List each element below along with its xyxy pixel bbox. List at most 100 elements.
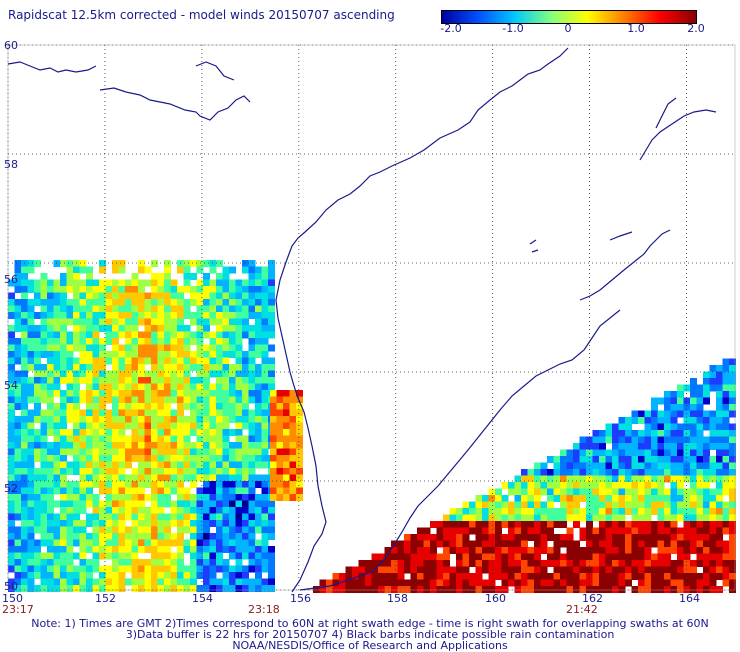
- wind-cell: [514, 547, 522, 554]
- wind-cell: [131, 377, 139, 384]
- wind-cell: [423, 540, 431, 548]
- wind-cell: [40, 552, 48, 560]
- wind-cell: [40, 455, 48, 462]
- wind-cell: [586, 488, 593, 496]
- wind-cell: [125, 539, 132, 547]
- wind-cell: [92, 292, 100, 300]
- wind-cell: [592, 475, 600, 483]
- wind-cell: [270, 409, 277, 417]
- wind-cell: [53, 260, 61, 267]
- wind-cell: [203, 325, 210, 332]
- wind-cell: [242, 396, 249, 404]
- wind-cell: [40, 422, 48, 430]
- wind-cell: [47, 416, 54, 423]
- wind-cell: [527, 573, 535, 580]
- wind-cell: [138, 370, 145, 378]
- wind-cell: [216, 455, 223, 462]
- wind-cell: [469, 508, 476, 515]
- wind-cell: [540, 566, 548, 574]
- wind-swath-cells: [8, 260, 736, 593]
- wind-cell: [53, 461, 61, 469]
- wind-cell: [164, 351, 171, 358]
- wind-cell: [79, 552, 87, 560]
- wind-cell: [443, 579, 450, 587]
- wind-cell: [560, 501, 567, 509]
- wind-cell: [92, 435, 100, 443]
- wind-cell: [151, 292, 158, 300]
- wind-cell: [651, 527, 658, 535]
- wind-cell: [566, 573, 574, 580]
- wind-cell: [618, 586, 626, 593]
- wind-cell: [443, 547, 450, 554]
- wind-cell: [79, 455, 87, 462]
- wind-cell: [105, 474, 113, 482]
- wind-cell: [716, 521, 723, 528]
- wind-cell: [289, 390, 297, 397]
- wind-cell: [469, 560, 476, 567]
- wind-cell: [66, 344, 74, 352]
- wind-cell: [112, 403, 119, 410]
- wind-cell: [255, 305, 262, 313]
- wind-cell: [131, 494, 139, 501]
- wind-cell: [690, 508, 697, 515]
- wind-cell: [66, 370, 74, 378]
- wind-cell: [283, 494, 290, 501]
- wind-cell: [170, 539, 178, 547]
- wind-cell: [21, 539, 28, 547]
- wind-cell: [99, 565, 106, 573]
- wind-cell: [144, 331, 152, 339]
- wind-cell: [209, 364, 217, 371]
- wind-cell: [27, 325, 35, 332]
- wind-cell: [112, 500, 119, 508]
- wind-cell: [73, 487, 80, 495]
- wind-cell: [469, 514, 476, 522]
- wind-cell: [677, 410, 684, 418]
- lat-label: 60: [4, 39, 18, 52]
- wind-cell: [131, 435, 139, 443]
- wind-cell: [417, 586, 424, 593]
- wind-cell: [664, 449, 671, 457]
- wind-cell: [73, 318, 80, 326]
- wind-cell: [475, 540, 483, 548]
- wind-cell: [125, 299, 132, 306]
- wind-cell: [209, 565, 217, 573]
- wind-cell: [696, 508, 704, 515]
- wind-cell: [8, 429, 15, 436]
- wind-cell: [592, 586, 600, 593]
- wind-cell: [73, 565, 80, 573]
- wind-cell: [644, 482, 652, 489]
- wind-cell: [229, 312, 236, 319]
- wind-cell: [276, 448, 284, 456]
- wind-cell: [203, 487, 210, 495]
- wind-cell: [638, 436, 645, 444]
- wind-cell: [66, 279, 74, 287]
- wind-cell: [657, 410, 665, 418]
- wind-cell: [729, 508, 736, 515]
- wind-cell: [157, 273, 165, 280]
- wind-cell: [99, 585, 106, 592]
- wind-cell: [670, 573, 678, 580]
- wind-cell: [703, 527, 710, 535]
- wind-cell: [131, 409, 139, 417]
- wind-cell: [657, 417, 665, 424]
- wind-cell: [14, 260, 22, 267]
- wind-cell: [586, 540, 593, 548]
- wind-cell: [709, 586, 717, 593]
- wind-cell: [222, 286, 230, 293]
- wind-cell: [27, 468, 35, 475]
- wind-cell: [112, 539, 119, 547]
- wind-cell: [21, 552, 28, 560]
- wind-cell: [475, 586, 483, 593]
- wind-cell: [547, 488, 554, 496]
- wind-cell: [255, 442, 262, 449]
- wind-cell: [729, 436, 736, 444]
- wind-cell: [235, 507, 243, 514]
- wind-cell: [196, 455, 204, 462]
- wind-cell: [248, 435, 256, 443]
- wind-cell: [612, 514, 619, 522]
- wind-cell: [612, 462, 619, 470]
- wind-cell: [248, 260, 256, 267]
- wind-cell: [27, 338, 35, 345]
- wind-cell: [644, 449, 652, 457]
- wind-cell: [21, 481, 28, 488]
